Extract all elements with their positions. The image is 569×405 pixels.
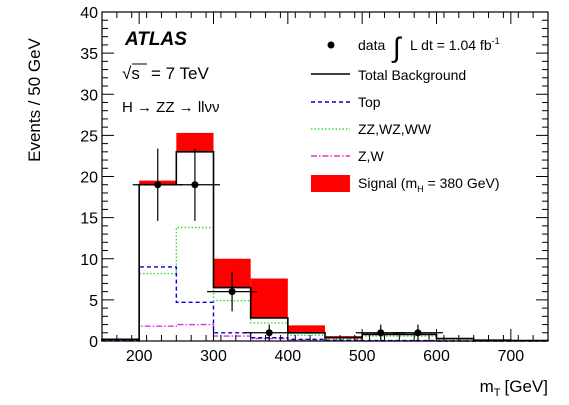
legend-signal-label: Signal (mH = 380 GeV) [358, 175, 500, 194]
x-tick-label: 500 [349, 348, 376, 365]
y-tick-label: 35 [80, 46, 98, 63]
y-tick-label: 40 [80, 5, 98, 22]
y-tick-label: 0 [89, 334, 98, 351]
y-axis-label: Events / 50 GeV [25, 37, 44, 161]
signal-bar [176, 132, 214, 152]
signal-bar [325, 336, 363, 338]
axis-ticks: 200 300 400 500 600 700 0 5 10 15 20 25 30 35 40 [80, 5, 549, 365]
legend-signal-swatch [311, 175, 350, 192]
y-tick-label: 25 [80, 128, 98, 145]
svg-text:= 7 TeV: = 7 TeV [151, 64, 209, 83]
y-tick-label: 30 [80, 87, 98, 104]
signal-bar [287, 325, 325, 333]
legend-total-bkg-label: Total Background [358, 67, 466, 83]
svg-text:√s: √s [122, 64, 140, 83]
data-point [414, 329, 422, 337]
process-label: H → ZZ → llνν [122, 99, 220, 116]
x-tick-label: 600 [423, 348, 450, 365]
data-points [132, 148, 443, 341]
y-tick-label: 15 [80, 211, 98, 228]
data-point [377, 329, 385, 337]
x-tick-label: 300 [200, 348, 227, 365]
legend-data-marker [327, 41, 335, 49]
x-axis-label: mT [GeV] [480, 377, 548, 399]
data-point [228, 288, 236, 296]
experiment-label: ATLAS [124, 29, 187, 50]
integral-symbol: ∫ [391, 32, 403, 63]
x-tick-label: 700 [497, 348, 524, 365]
legend-lumi-label: L dt = 1.04 fb-1 [410, 36, 500, 53]
data-point [154, 181, 162, 189]
y-tick-label: 5 [89, 293, 98, 310]
energy-label: √s = 7 TeV [122, 63, 209, 83]
x-tick-label: 200 [126, 348, 153, 365]
legend-top-label: Top [358, 94, 381, 110]
histogram-zz-wz-ww [101, 226, 549, 342]
y-tick-label: 10 [80, 252, 98, 269]
signal-bars [139, 132, 400, 338]
legend-diboson-label: ZZ,WZ,WW [358, 121, 432, 137]
data-point [265, 329, 273, 337]
legend: data ∫ L dt = 1.04 fb-1 Total Background… [311, 32, 500, 194]
x-tick-label: 400 [274, 348, 301, 365]
y-tick-label: 20 [80, 170, 98, 187]
legend-data-label: data [358, 37, 385, 53]
data-point [191, 181, 199, 189]
signal-bar [250, 278, 288, 318]
legend-zw-label: Z,W [358, 148, 384, 164]
